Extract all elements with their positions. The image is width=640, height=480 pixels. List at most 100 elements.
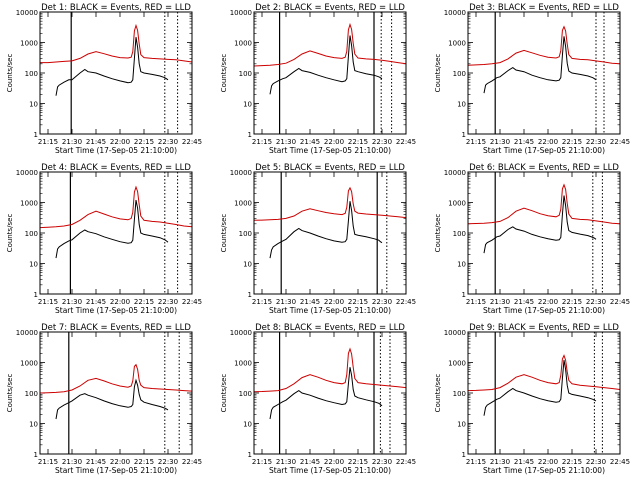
x-tick-label: 22:00 <box>538 138 558 146</box>
x-tick-label: 21:30 <box>490 458 510 466</box>
y-tick-label: 1000 <box>448 200 466 208</box>
x-axis-title: Start Time (17-Sep-05 21:10:00) <box>269 466 391 475</box>
y-tick-label: 10000 <box>16 9 38 17</box>
series-line-events <box>55 378 169 420</box>
chart-title: Det 3: BLACK = Events, RED = LLD <box>469 3 619 13</box>
x-tick-label: 22:15 <box>562 298 582 306</box>
y-tick-label: 1000 <box>234 200 252 208</box>
plot-frame <box>253 171 407 295</box>
series-line-lld <box>467 354 621 392</box>
x-tick-label: 22:00 <box>538 458 558 466</box>
series-line-lld <box>39 363 193 394</box>
x-tick-label: 22:45 <box>396 458 416 466</box>
x-tick-label: 21:15 <box>466 458 486 466</box>
chart-title: Det 4: BLACK = Events, RED = LLD <box>41 163 191 173</box>
series-line-events <box>55 37 169 96</box>
detector-panel-5: Det 5: BLACK = Events, RED = LLD 1 10 100 10… <box>220 163 416 315</box>
series-line-lld <box>467 183 621 225</box>
y-tick-label: 1000 <box>20 40 38 48</box>
chart-title: Det 5: BLACK = Events, RED = LLD <box>255 163 405 173</box>
detector-panel-8: Det 8: BLACK = Events, RED = LLD 1 10 100 10… <box>220 323 416 475</box>
y-tick-label: 100 <box>453 230 466 238</box>
y-tick-label: 100 <box>239 230 252 238</box>
x-tick-label: 21:45 <box>300 138 320 146</box>
x-tick-label: 21:45 <box>300 458 320 466</box>
x-tick-label: 22:15 <box>348 458 368 466</box>
x-axis-title: Start Time (17-Sep-05 21:10:00) <box>483 466 605 475</box>
detector-panel-4: Det 4: BLACK = Events, RED = LLD 1 10 100 10… <box>6 163 202 315</box>
plot-frame <box>467 11 621 135</box>
x-tick-label: 22:00 <box>110 458 130 466</box>
x-tick-label: 21:15 <box>252 298 272 306</box>
y-tick-label: 1 <box>462 131 466 139</box>
y-tick-label: 1 <box>462 451 466 459</box>
plot-frame <box>39 331 193 455</box>
detector-panel-6: Det 6: BLACK = Events, RED = LLD 1 10 100 10… <box>434 163 630 315</box>
x-axis-title: Start Time (17-Sep-05 21:10:00) <box>55 146 177 155</box>
series-line-events <box>55 200 169 259</box>
x-tick-label: 22:15 <box>134 298 154 306</box>
x-tick-label: 21:45 <box>86 138 106 146</box>
x-tick-label: 22:30 <box>586 458 606 466</box>
y-tick-label: 1000 <box>448 360 466 368</box>
x-tick-label: 21:30 <box>276 298 296 306</box>
y-axis-title: Counts/sec <box>220 374 228 413</box>
x-tick-label: 21:30 <box>62 298 82 306</box>
x-axis-title: Start Time (17-Sep-05 21:10:00) <box>55 466 177 475</box>
y-tick-label: 1 <box>34 451 38 459</box>
x-tick-label: 22:15 <box>562 138 582 146</box>
y-tick-label: 1 <box>34 131 38 139</box>
series-line-lld <box>253 347 407 393</box>
y-tick-label: 10 <box>457 101 466 109</box>
y-axis-title: Counts/sec <box>434 54 442 93</box>
x-tick-label: 22:30 <box>586 138 606 146</box>
y-tick-label: 10 <box>243 421 252 429</box>
x-axis-title: Start Time (17-Sep-05 21:10:00) <box>55 306 177 315</box>
x-tick-label: 22:30 <box>158 138 178 146</box>
x-tick-label: 22:45 <box>182 298 202 306</box>
y-tick-label: 1000 <box>234 40 252 48</box>
x-tick-label: 22:45 <box>182 458 202 466</box>
plot-frame <box>467 171 621 295</box>
x-axis-title: Start Time (17-Sep-05 21:10:00) <box>269 146 391 155</box>
plot-frame <box>39 171 193 295</box>
series-line-events <box>483 360 597 416</box>
y-tick-label: 1 <box>34 291 38 299</box>
y-tick-label: 10 <box>457 421 466 429</box>
detector-panel-7: Det 7: BLACK = Events, RED = LLD 1 10 100 10… <box>6 323 202 475</box>
series-line-lld <box>40 23 193 64</box>
chart-title: Det 7: BLACK = Events, RED = LLD <box>41 323 191 333</box>
x-tick-label: 21:30 <box>490 298 510 306</box>
x-tick-label: 22:15 <box>134 138 154 146</box>
y-tick-label: 1 <box>248 291 252 299</box>
x-tick-label: 21:45 <box>514 458 534 466</box>
y-tick-label: 10 <box>29 101 38 109</box>
x-tick-label: 21:15 <box>252 138 272 146</box>
x-tick-label: 21:15 <box>38 298 58 306</box>
y-tick-label: 10 <box>29 421 38 429</box>
x-tick-label: 21:45 <box>86 298 106 306</box>
x-tick-label: 22:45 <box>396 138 416 146</box>
x-tick-label: 22:00 <box>538 298 558 306</box>
x-tick-label: 22:15 <box>348 138 368 146</box>
y-tick-label: 10000 <box>230 329 252 337</box>
series-line-events <box>269 35 383 95</box>
x-tick-label: 22:00 <box>324 458 344 466</box>
chart-title: Det 8: BLACK = Events, RED = LLD <box>255 323 405 333</box>
x-tick-label: 21:15 <box>466 138 486 146</box>
series-line-lld <box>253 22 407 67</box>
detector-panel-2: Det 2: BLACK = Events, RED = LLD 1 10 100 10… <box>220 3 416 155</box>
detector-panel-9: Det 9: BLACK = Events, RED = LLD 1 10 100 10… <box>434 323 630 475</box>
series-line-events <box>483 36 597 94</box>
y-tick-label: 10000 <box>444 329 466 337</box>
y-tick-label: 1 <box>248 451 252 459</box>
y-tick-label: 10 <box>29 261 38 269</box>
chart-title: Det 9: BLACK = Events, RED = LLD <box>469 323 619 333</box>
y-tick-label: 100 <box>453 70 466 78</box>
y-tick-label: 100 <box>453 390 466 398</box>
x-tick-label: 21:45 <box>300 298 320 306</box>
y-axis-title: Counts/sec <box>6 54 14 93</box>
x-tick-label: 22:45 <box>396 298 416 306</box>
x-tick-label: 21:15 <box>38 458 58 466</box>
